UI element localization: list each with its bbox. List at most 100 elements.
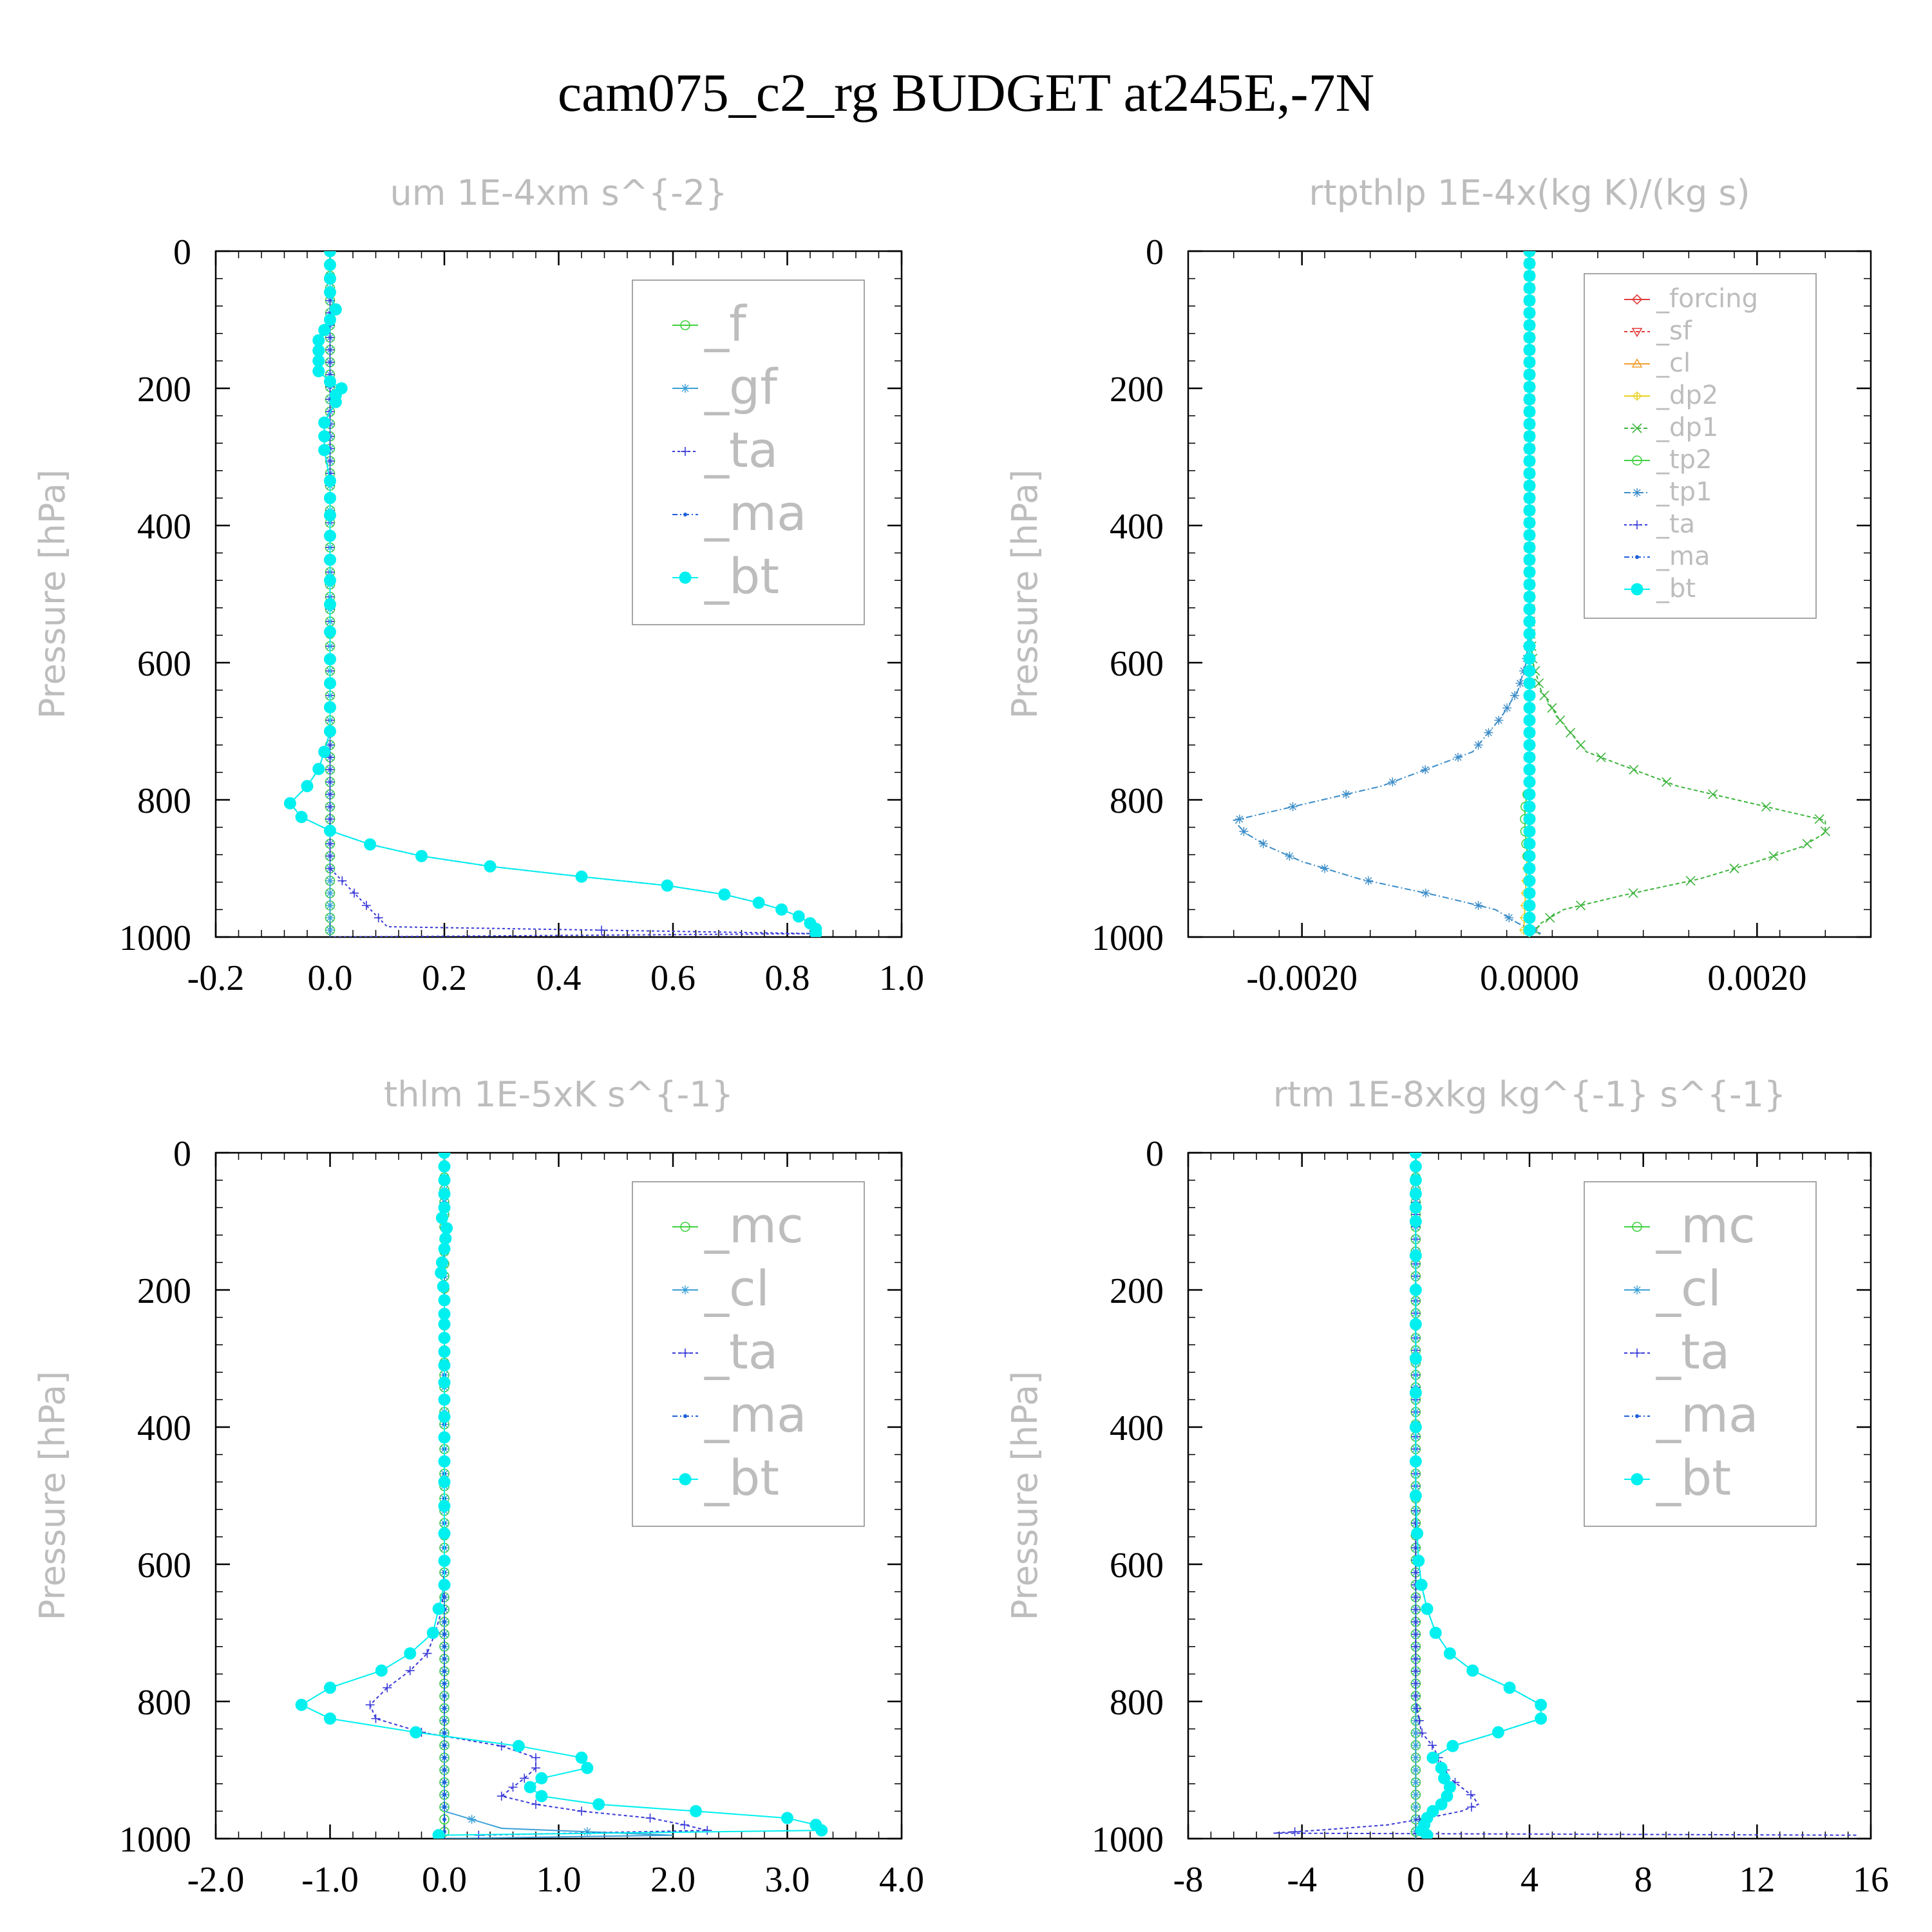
legend-marker-bt: [679, 1473, 692, 1486]
y-tick-label: 400: [1110, 1408, 1164, 1448]
series-marker-ta: [1411, 1543, 1421, 1553]
series-marker-bt: [324, 475, 336, 488]
series-marker-ta: [405, 1666, 415, 1676]
series-marker-ta: [1466, 1790, 1475, 1799]
series-marker-bt: [438, 1174, 451, 1187]
legend-label-f: _f: [704, 295, 748, 352]
series-marker-bt: [484, 860, 497, 873]
series-marker-bt: [364, 838, 377, 851]
series-marker-bt: [324, 251, 336, 258]
series-marker-ta: [1411, 1567, 1421, 1577]
x-tick-label: -4: [1287, 1860, 1317, 1900]
legend-marker-ma: [683, 1414, 687, 1418]
panel-title: rtm 1E-8xkg kg^{-1} s^{-1}: [1273, 1074, 1786, 1115]
panel-title: rtpthlp 1E-4x(kg K)/(kg s): [1309, 173, 1750, 213]
series-marker-bt: [312, 365, 325, 377]
x-tick-label: 0.0: [422, 1860, 467, 1900]
series-marker-tp1: [1288, 802, 1298, 811]
series-marker-bt: [1412, 1555, 1425, 1567]
series-marker-ta: [325, 851, 335, 861]
series-marker-gf: [325, 925, 335, 935]
series-marker-bt: [375, 1664, 388, 1677]
series-marker-bt: [440, 1222, 453, 1235]
y-tick-label: 0: [1146, 232, 1164, 272]
plot-area: [1273, 1153, 1857, 1839]
plot-area: [283, 251, 822, 937]
y-tick-label: 600: [137, 644, 191, 684]
x-tick-label: 2.0: [650, 1860, 696, 1900]
y-tick-label: 800: [137, 781, 191, 821]
series-marker-cl: [467, 1815, 477, 1824]
series-marker-tp1: [1388, 777, 1397, 787]
series-marker-bt: [1523, 800, 1536, 813]
series-marker-bt: [575, 1751, 588, 1764]
legend-label-sf: _sf: [1656, 316, 1692, 346]
y-tick-label: 600: [1110, 644, 1164, 684]
y-tick-label: 200: [1110, 1271, 1164, 1311]
series-marker-bt: [404, 1647, 417, 1660]
legend-box: [1584, 273, 1817, 619]
series-line-cl: [444, 1153, 674, 1839]
series-marker-bt: [792, 910, 805, 923]
plot-area: [1232, 251, 1830, 937]
series-marker-bt: [1523, 751, 1536, 764]
series-marker-dp1: [1545, 913, 1555, 923]
series-marker-bt: [1523, 591, 1536, 603]
series-marker-ta: [325, 456, 335, 466]
series-marker-bt: [781, 1812, 793, 1824]
legend-label-ta: _ta: [704, 1323, 778, 1380]
legend-marker-cl: [1631, 358, 1643, 368]
series-marker-bt: [575, 870, 588, 883]
series-marker-bt: [438, 1455, 451, 1468]
series-marker-ta: [325, 333, 335, 343]
y-tick-label: 400: [1110, 507, 1164, 547]
series-marker-ma: [442, 1805, 446, 1810]
series-marker-ta: [703, 1826, 712, 1835]
series-marker-bt: [1523, 251, 1536, 258]
series-marker-bt: [1409, 1352, 1422, 1365]
legend-marker-cl: [1633, 1285, 1642, 1294]
series-marker-ta: [679, 1820, 689, 1830]
series-marker-ta: [1427, 1741, 1437, 1750]
series-marker-ta: [577, 1806, 586, 1816]
series-marker-bt: [1523, 417, 1536, 430]
series-marker-dp1: [1566, 728, 1576, 738]
legend-label-tp2: _tp2: [1656, 445, 1712, 475]
series-marker-bt: [1523, 565, 1536, 578]
legend-marker-ta: [1633, 520, 1642, 529]
legend: _f _gf _ta _ma_bt: [632, 279, 865, 625]
series-marker-ta: [531, 1763, 540, 1773]
series-marker-bt: [1523, 875, 1536, 887]
legend-box: [1584, 1181, 1817, 1527]
series-marker-bt: [1409, 1174, 1422, 1187]
x-tick-label: 0.0000: [1480, 958, 1579, 998]
series-marker-bt: [312, 344, 325, 357]
series-marker-bt: [1523, 430, 1536, 443]
x-tick-label: 0.4: [536, 958, 582, 998]
legend: _forcing_sf_cl _dp2 _dp1 _tp2_tp1_ta _ma _bt: [1584, 273, 1817, 619]
series-marker-bt: [1409, 1318, 1422, 1331]
series-marker-tp1: [1258, 839, 1268, 849]
series-marker-bt: [1438, 1772, 1450, 1785]
series-marker-ma: [442, 1718, 446, 1723]
series-marker-bt: [1443, 1647, 1456, 1660]
series-marker-ta: [374, 913, 383, 923]
series-marker-bt: [1523, 257, 1536, 270]
series-marker-bt: [318, 430, 331, 443]
series-marker-ta: [325, 777, 335, 787]
legend-marker-ma: [1635, 1414, 1639, 1418]
series-marker-bt: [1523, 652, 1536, 665]
series-marker-ma: [442, 1780, 446, 1785]
series-marker-bt: [1523, 689, 1536, 702]
series-marker-dp1: [1596, 752, 1606, 762]
legend-marker-mc: [1632, 1222, 1642, 1232]
series-marker-gf: [325, 913, 335, 923]
legend-label-bt: _bt: [1656, 1449, 1731, 1506]
series-marker-bt: [1503, 1681, 1516, 1694]
series-marker-bt: [318, 323, 331, 336]
x-tick-label: -0.2: [187, 958, 245, 998]
series-marker-bt: [1523, 763, 1536, 776]
series-marker-bt: [438, 1160, 451, 1173]
y-axis-label: Pressure [hPa]: [1005, 1371, 1045, 1620]
legend-marker-ma: [1635, 555, 1639, 559]
